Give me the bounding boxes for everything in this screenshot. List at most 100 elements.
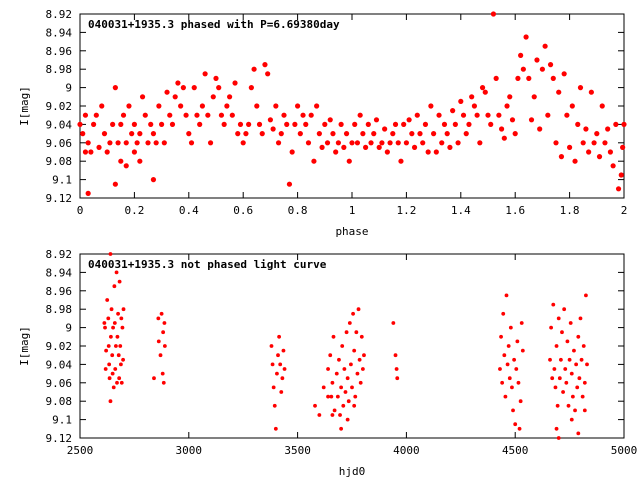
data-point (256, 121, 263, 127)
data-point (85, 140, 91, 146)
data-point (488, 121, 494, 127)
data-point (566, 403, 571, 408)
y-tick-label: 9.06 (46, 377, 73, 390)
panel-phased: 0 0.2 0.4 0.6 0.8 1 1.2 1.4 1.6 1.8 2 8.92 8.94 8.96 8… (18, 8, 627, 238)
data-point (112, 181, 118, 187)
data-point (126, 103, 132, 109)
y-tick-label: 9.12 (46, 192, 73, 205)
data-point (137, 131, 143, 137)
axis-ticks-phased: 0 0.2 0.4 0.6 0.8 1 1.2 1.4 1.6 1.8 2 8.92 8.94 8.96 8… (46, 8, 628, 217)
data-point (518, 52, 524, 59)
data-point (292, 121, 298, 127)
y-tick-label: 8.94 (46, 26, 73, 39)
data-point (156, 339, 161, 344)
data-point (118, 344, 123, 348)
data-point (335, 140, 341, 146)
data-point (248, 85, 254, 91)
data-point (577, 376, 582, 381)
data-point (362, 353, 366, 358)
data-point (452, 121, 458, 127)
data-point (534, 57, 540, 63)
data-point (172, 94, 178, 100)
data-point (106, 316, 111, 321)
data-point (278, 131, 284, 137)
data-point (85, 190, 91, 196)
data-point (578, 316, 583, 321)
data-point (620, 144, 626, 150)
data-point (391, 321, 396, 325)
data-point (297, 131, 303, 137)
data-point (218, 112, 225, 118)
data-point (273, 103, 279, 109)
data-point (573, 408, 577, 413)
data-point (243, 131, 249, 137)
data-point (331, 334, 336, 339)
data-point (213, 75, 219, 81)
data-point (395, 140, 401, 146)
data-point (561, 71, 567, 77)
data-point (439, 140, 445, 146)
data-point (295, 103, 301, 109)
axis-ticks-unphased: 2500 3000 3500 4000 4500 5000 8.92 8.94 8.96 8.98… (46, 248, 638, 457)
data-point (108, 399, 113, 404)
data-point (169, 121, 176, 127)
y-tick-label: 9.04 (46, 118, 73, 131)
data-point (490, 11, 497, 17)
data-point (110, 353, 115, 358)
data-point (275, 140, 282, 146)
data-point (561, 390, 565, 394)
data-point (96, 144, 102, 150)
data-point (275, 371, 279, 376)
data-point (82, 149, 89, 155)
data-point (523, 34, 529, 40)
data-point (539, 66, 546, 72)
y-tick-label: 9.02 (46, 340, 73, 353)
data-point (120, 325, 125, 330)
data-point (513, 422, 518, 427)
data-point (102, 321, 107, 325)
data-point (545, 112, 551, 118)
data-point (183, 112, 189, 118)
data-point (363, 144, 369, 150)
y-tick-label: 9.1 (52, 174, 72, 187)
data-point (280, 376, 285, 381)
data-point (159, 311, 164, 316)
data-point (338, 413, 342, 417)
data-point (119, 362, 123, 367)
data-point (330, 131, 336, 137)
data-point (112, 284, 117, 289)
y-tick-label: 9.12 (46, 432, 73, 445)
chart-title-unphased: 040031+1935.3 not phased light curve (88, 258, 327, 271)
data-point (352, 121, 358, 127)
data-point (270, 126, 276, 132)
data-point (591, 140, 597, 146)
y-tick-label: 8.96 (46, 285, 73, 298)
y-axis-label-unphased: I[mag] (18, 326, 31, 366)
data-point (112, 85, 118, 91)
data-point (350, 385, 354, 390)
data-point (115, 380, 119, 385)
data-point (108, 334, 113, 339)
data-point (334, 371, 339, 376)
x-tick-label: 3000 (176, 444, 203, 457)
data-point (441, 121, 448, 127)
data-point (346, 399, 351, 404)
data-point (103, 367, 108, 371)
data-point (115, 334, 120, 339)
data-point (161, 380, 166, 385)
data-point (469, 94, 475, 100)
data-point (553, 140, 559, 146)
data-point (565, 339, 570, 344)
data-point (556, 436, 561, 440)
data-point (526, 75, 532, 81)
x-tick-label: 1.8 (560, 204, 580, 217)
data-point (567, 144, 573, 150)
x-tick-label: 4500 (502, 444, 529, 457)
data-point (505, 362, 510, 367)
data-point (131, 149, 137, 155)
data-point (313, 403, 317, 408)
data-point (510, 385, 514, 390)
data-point (152, 376, 156, 381)
data-point (340, 344, 345, 348)
data-point (224, 103, 230, 109)
